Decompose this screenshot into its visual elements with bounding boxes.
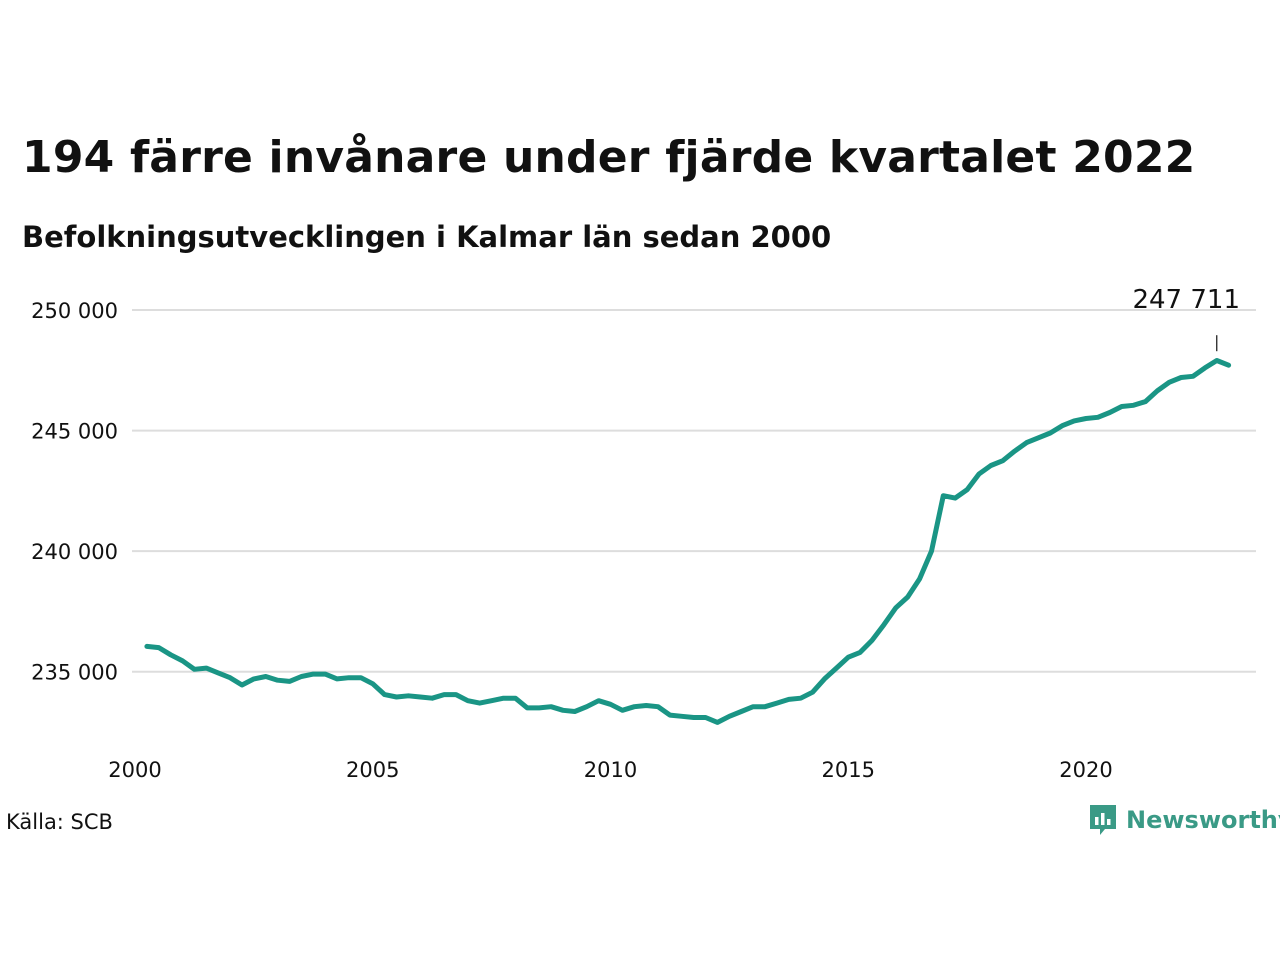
newsworthy-logo-icon <box>1090 805 1116 835</box>
x-tick-label: 2005 <box>346 758 399 782</box>
source-label: Källa: SCB <box>6 810 113 834</box>
annotation-value-label: 247 711 <box>1132 285 1240 315</box>
x-tick-label: 2000 <box>108 758 161 782</box>
brand-name: Newsworthy <box>1126 806 1280 834</box>
x-tick-label: 2020 <box>1059 758 1112 782</box>
gridlines <box>132 309 1256 673</box>
x-tick-label: 2015 <box>822 758 875 782</box>
y-tick-label: 250 000 <box>31 299 118 323</box>
y-axis-ticks: 235 000 240 000 245 000 250 000 <box>31 299 118 685</box>
y-tick-label: 245 000 <box>31 420 118 444</box>
chart-subtitle: Befolkningsutvecklingen i Kalmar län sed… <box>22 220 832 254</box>
x-axis-ticks: 2000 2005 2010 2015 2020 <box>108 758 1112 782</box>
y-tick-label: 235 000 <box>31 661 118 685</box>
x-tick-label: 2010 <box>584 758 637 782</box>
last-value-annotation: 247 711 <box>1132 285 1240 352</box>
population-series-line <box>144 358 1232 725</box>
y-tick-label: 240 000 <box>31 540 118 564</box>
brand-logo: Newsworthy <box>1088 803 1280 837</box>
chart-title: 194 färre invånare under fjärde kvartale… <box>22 132 1196 183</box>
